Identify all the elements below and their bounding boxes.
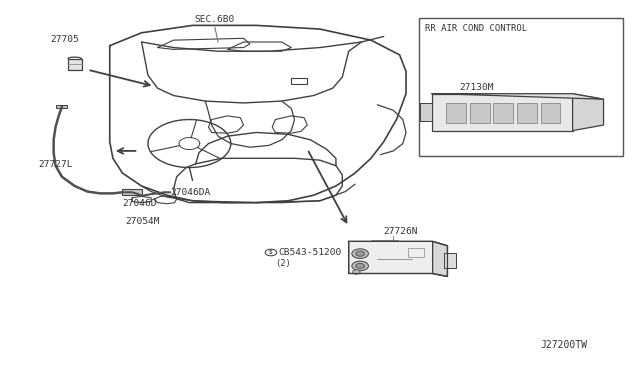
Circle shape: [352, 249, 369, 259]
Polygon shape: [573, 94, 604, 131]
Text: 27046DA: 27046DA: [170, 188, 211, 197]
Bar: [493, 103, 513, 123]
Bar: [291, 78, 307, 84]
Bar: [419, 18, 623, 157]
Text: 27726N: 27726N: [384, 227, 418, 236]
Circle shape: [353, 270, 360, 274]
Text: S: S: [269, 250, 273, 255]
Bar: [408, 248, 424, 257]
Bar: [541, 103, 561, 123]
Text: 27727L: 27727L: [38, 160, 73, 169]
Polygon shape: [431, 94, 573, 131]
Text: 27705: 27705: [51, 35, 79, 44]
Bar: [56, 105, 67, 109]
Text: CB543-51200: CB543-51200: [278, 248, 342, 257]
Polygon shape: [349, 241, 447, 276]
Text: 27130M: 27130M: [459, 83, 493, 92]
Text: 27046D: 27046D: [122, 199, 157, 208]
Text: RR AIR COND CONTROL: RR AIR COND CONTROL: [425, 23, 527, 32]
Circle shape: [352, 261, 369, 271]
Bar: [470, 103, 490, 123]
Text: (2): (2): [275, 259, 291, 268]
Text: 27054M: 27054M: [125, 217, 160, 227]
Polygon shape: [433, 241, 447, 276]
Bar: [68, 59, 82, 70]
Circle shape: [356, 263, 365, 269]
Bar: [122, 189, 141, 195]
Polygon shape: [431, 94, 604, 99]
Bar: [420, 103, 431, 121]
Text: SEC.6B0: SEC.6B0: [195, 15, 235, 23]
Text: J27200TW: J27200TW: [541, 340, 588, 350]
Circle shape: [356, 251, 365, 256]
Bar: [444, 253, 456, 268]
Bar: [447, 103, 467, 123]
Bar: [517, 103, 537, 123]
